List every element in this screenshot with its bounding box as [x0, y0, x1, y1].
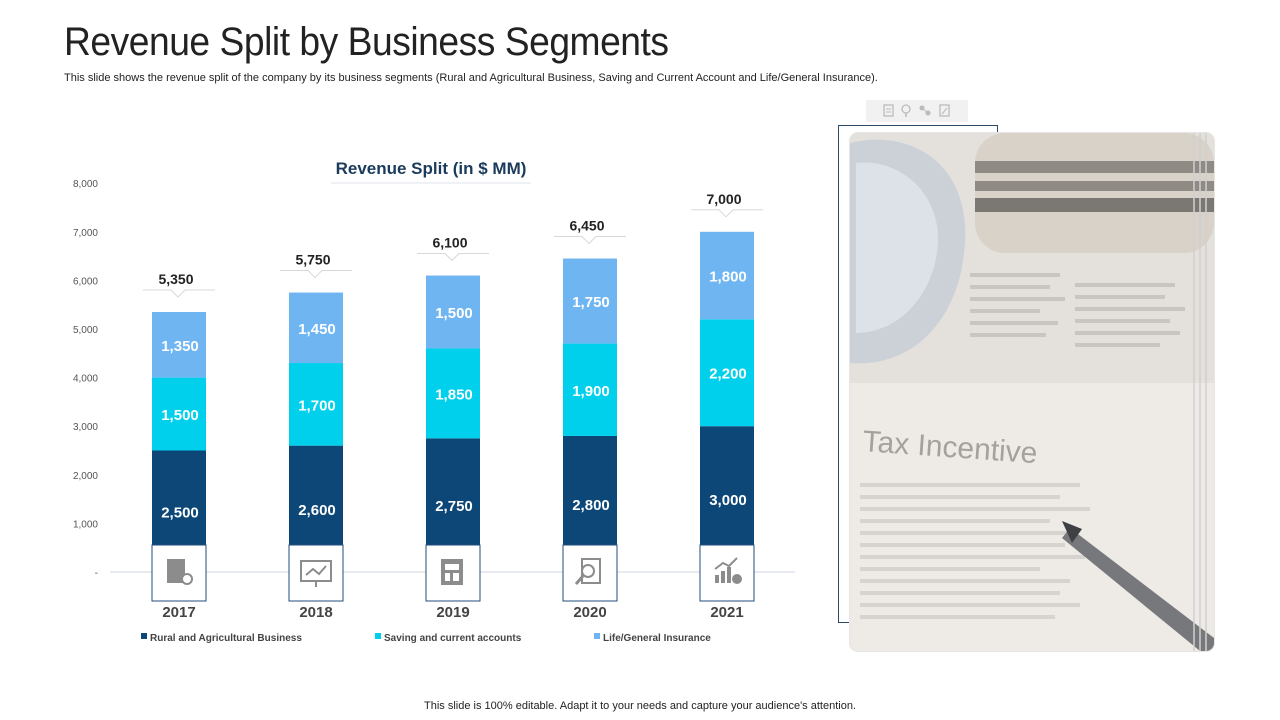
bar-value-label: 1,450	[298, 321, 336, 338]
chart-title: Revenue Split (in $ MM)	[336, 159, 527, 178]
bar-value-label: 1,500	[161, 407, 199, 424]
bar-segment	[426, 348, 480, 439]
legend-label: Rural and Agricultural Business	[150, 633, 302, 644]
bar-total-label: 6,100	[432, 235, 467, 251]
bar-total-label: 7,000	[706, 191, 741, 207]
bar-value-label: 2,500	[161, 504, 199, 521]
x-category-label: 2017	[162, 604, 195, 621]
bar-segment	[426, 275, 480, 349]
icon-shape	[581, 564, 595, 578]
newspaper-number-columns	[970, 273, 1185, 347]
y-tick-label: 1,000	[73, 519, 98, 530]
total-callout-pointer	[280, 270, 352, 279]
growth-chart-gear-icon	[699, 544, 755, 602]
page-edge-lines	[1193, 133, 1207, 651]
bar-value-label: 3,000	[709, 492, 747, 509]
bar-value-label: 1,850	[435, 386, 473, 403]
bar-segment	[700, 231, 754, 320]
y-tick-label: 8,000	[73, 179, 98, 190]
bar-total-label: 5,750	[295, 252, 330, 268]
bar-value-label: 2,600	[298, 502, 336, 519]
y-tick-label: 2,000	[73, 471, 98, 482]
total-callout-pointer	[691, 209, 763, 218]
bar-value-label: 1,750	[572, 294, 610, 311]
y-axis-ticks: - 1,000 2,000 3,000 4,000 5,000 6,000 7,000 8,00…	[73, 179, 98, 579]
icon-shape	[305, 565, 327, 576]
icon-shape	[715, 575, 719, 583]
y-tick-label: -	[95, 568, 98, 579]
bar-segment	[700, 319, 754, 427]
x-category-label: 2021	[710, 604, 743, 621]
icon-shape	[441, 559, 463, 585]
document-chart-icon	[939, 104, 950, 117]
x-category-label: 2018	[299, 604, 332, 621]
icon-shape	[167, 559, 185, 583]
tax-incentive-photo: Tax Incentive	[850, 133, 1214, 651]
bar-value-label: 2,750	[435, 498, 473, 515]
icon-shape	[445, 564, 459, 570]
legend-label: Life/General Insurance	[603, 633, 711, 644]
total-callout-pointer	[417, 253, 489, 262]
icon-shape	[727, 567, 731, 583]
y-tick-label: 7,000	[73, 228, 98, 239]
total-callout-pointer	[554, 236, 626, 245]
y-tick-label: 5,000	[73, 325, 98, 336]
total-callout-pointer	[143, 289, 215, 298]
bar-total-label: 5,350	[158, 271, 193, 287]
bar-segment	[563, 343, 617, 436]
bar-segment	[563, 258, 617, 344]
chart-legend: Rural and Agricultural Business Saving an…	[141, 633, 711, 644]
page-title: Revenue Split by Business Segments	[64, 20, 669, 64]
bar-segment	[289, 292, 343, 364]
bar-value-label: 1,900	[572, 383, 610, 400]
computer-mouse-image	[850, 139, 966, 364]
y-tick-label: 3,000	[73, 422, 98, 433]
bars-group: 2,500 1,500 1,350 5,350 2017 2,600 1,700 1,450 5…	[143, 191, 763, 621]
footer-note: This slide is 100% editable. Adapt it to…	[424, 700, 856, 712]
revenue-stacked-bar-chart: Revenue Split (in $ MM) - 1,000 2,000 3,000…	[73, 159, 795, 644]
bar-segment	[152, 377, 206, 451]
icon-shape	[574, 575, 585, 585]
icon-shape	[714, 557, 738, 570]
bar-value-label: 2,800	[572, 497, 610, 514]
bar-segment	[289, 363, 343, 446]
bar-total-label: 6,450	[569, 218, 604, 234]
icon-shape	[453, 573, 459, 581]
lightbulb-icon	[901, 104, 911, 117]
article-text-lines	[860, 483, 1090, 619]
coffee-cup-image	[975, 133, 1214, 253]
y-tick-label: 6,000	[73, 276, 98, 287]
page-subtitle: This slide shows the revenue split of th…	[64, 72, 878, 84]
legend-swatch	[141, 633, 147, 639]
toolbar-icon-strip	[866, 100, 968, 122]
bar-value-label: 1,500	[435, 305, 473, 322]
icon-shape	[181, 573, 193, 585]
edit-icon	[883, 104, 894, 117]
stock-photo-area: Tax Incentive	[838, 125, 1218, 655]
icon-shape	[721, 571, 725, 583]
bar-segment	[152, 311, 206, 378]
icon-shape	[445, 573, 450, 581]
legend-swatch	[594, 633, 600, 639]
people-network-icon	[919, 105, 931, 116]
x-category-label: 2019	[436, 604, 469, 621]
bar-value-label: 2,200	[709, 366, 747, 383]
monitor-chart-icon	[288, 544, 344, 602]
bar-value-label: 1,700	[298, 397, 336, 414]
pen-image	[1062, 521, 1214, 651]
legend-swatch	[375, 633, 381, 639]
bar-value-label: 1,800	[709, 269, 747, 286]
document-magnifier-icon	[562, 544, 618, 602]
bar-value-label: 1,350	[161, 338, 199, 355]
legend-label: Saving and current accounts	[384, 633, 522, 644]
x-category-label: 2020	[573, 604, 606, 621]
y-tick-label: 4,000	[73, 374, 98, 385]
icon-shape	[732, 574, 742, 584]
